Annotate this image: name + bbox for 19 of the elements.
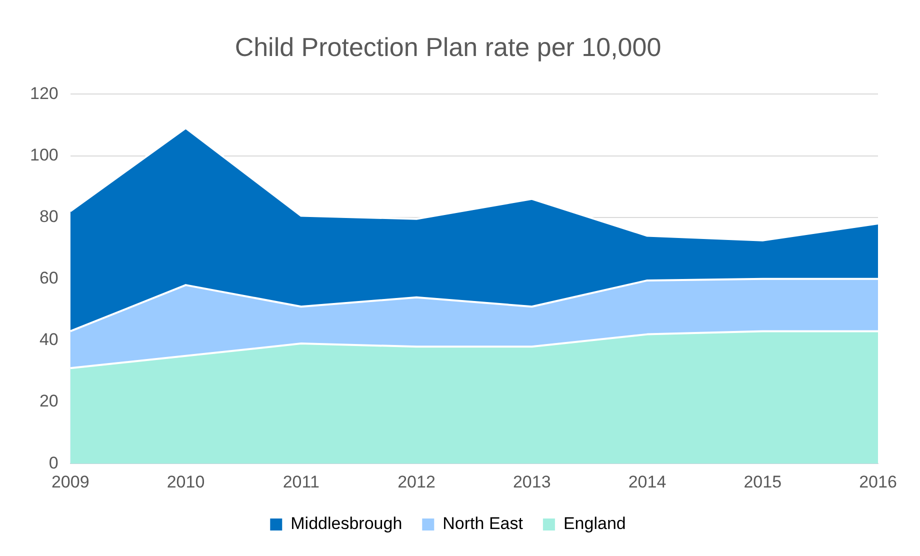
- y-tick-label: 0: [48, 453, 58, 472]
- x-tick-label: 2015: [744, 472, 782, 492]
- y-tick-label: 60: [39, 268, 58, 288]
- legend-label: Middlesbrough: [290, 514, 402, 534]
- x-tick-label: 2014: [628, 472, 666, 492]
- x-tick-label: 2011: [282, 472, 320, 492]
- x-tick-label: 2010: [166, 472, 205, 492]
- y-tick-label: 20: [39, 392, 58, 411]
- x-tick-label: 2009: [51, 472, 90, 492]
- x-tick-label: 2016: [859, 472, 897, 492]
- x-tick-label: 2013: [512, 472, 551, 492]
- y-tick-label: 100: [30, 145, 58, 164]
- x-tick-label: 2012: [398, 472, 436, 492]
- chart-title: Child Protection Plan rate per 10,000: [234, 32, 662, 62]
- legend-label: North East: [442, 514, 524, 534]
- legend-label: England: [563, 514, 626, 534]
- y-tick-label: 40: [39, 330, 58, 350]
- y-tick-label: 80: [39, 207, 58, 226]
- y-tick-label: 120: [30, 84, 58, 103]
